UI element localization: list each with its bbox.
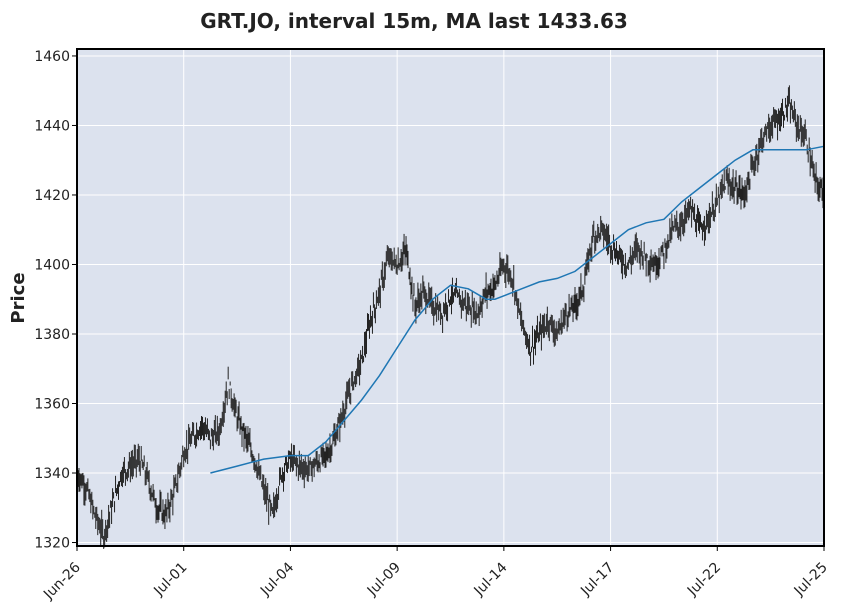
y-tick-label: 1380 bbox=[34, 327, 70, 343]
y-axis-label: Price bbox=[8, 272, 29, 323]
x-tick-label: Jul-22 bbox=[684, 560, 724, 600]
x-tick-label: Jul-09 bbox=[364, 560, 404, 600]
y-tick-label: 1360 bbox=[34, 397, 70, 413]
x-tick-label: Jul-17 bbox=[577, 560, 617, 600]
x-tick-label: Jul-01 bbox=[150, 560, 190, 600]
plot-frame bbox=[76, 48, 825, 547]
y-tick-label: 1440 bbox=[34, 118, 70, 134]
x-axis-ticks: Jun-26 Jul-01 Jul-04 Jul-09 Jul-14 Jul-17 Jul-… bbox=[40, 546, 831, 603]
y-tick-label: 1460 bbox=[34, 49, 70, 65]
candles bbox=[76, 85, 824, 549]
x-tick-label: Jun-26 bbox=[40, 559, 84, 603]
x-tick-label: Jul-04 bbox=[257, 559, 297, 599]
chart-title: GRT.JO, interval 15m, MA last 1433.63 bbox=[200, 9, 628, 33]
x-tick-label: Jul-25 bbox=[791, 560, 831, 600]
y-tick-label: 1340 bbox=[34, 466, 70, 482]
y-tick-label: 1320 bbox=[34, 536, 70, 552]
y-axis-ticks: 1320 1340 1360 1380 1400 1420 1440 1460 bbox=[34, 49, 77, 552]
y-tick-label: 1420 bbox=[34, 188, 70, 204]
x-tick-label: Jul-14 bbox=[471, 559, 511, 599]
y-tick-label: 1400 bbox=[34, 257, 70, 273]
moving-average-line bbox=[210, 145, 825, 474]
